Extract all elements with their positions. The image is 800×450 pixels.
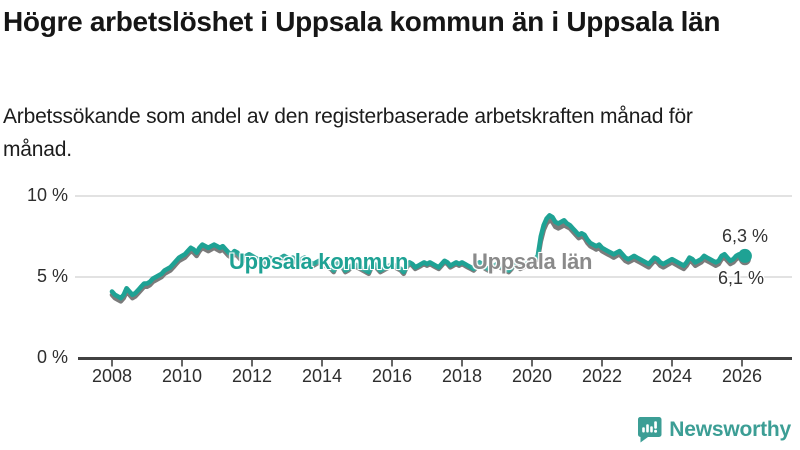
series-line-kommun xyxy=(109,213,748,301)
chart-title: Högre arbetslöshet i Uppsala kommun än i… xyxy=(3,6,721,37)
series-label-uppsala-kommun: Uppsala kommun xyxy=(229,249,409,274)
newsworthy-logo: Newsworthy xyxy=(637,416,791,443)
x-tick-label: 2024 xyxy=(651,366,693,386)
x-tick-label: 2010 xyxy=(161,366,203,386)
x-tick-label: 2020 xyxy=(511,366,553,386)
end-value-label-kommun: 6,3 % xyxy=(722,226,769,246)
end-value-label-lan: 6,1 % xyxy=(718,268,765,288)
x-tick-label: 2012 xyxy=(231,366,273,386)
series-end-dot xyxy=(737,248,752,263)
x-tick-label: 2014 xyxy=(301,366,343,386)
bar-chart-speech-bubble-icon xyxy=(638,417,662,443)
x-tick-label: 2026 xyxy=(721,366,763,386)
x-tick-label: 2016 xyxy=(371,366,413,386)
brand-name: Newsworthy xyxy=(669,417,791,441)
x-tick-label: 2008 xyxy=(91,366,133,386)
y-tick-label: 5 % xyxy=(36,266,68,286)
chart-subtitle: Arbetssökande som andel av den registerb… xyxy=(3,105,693,161)
x-tick-label: 2022 xyxy=(581,366,623,386)
y-tick-label: 10 % xyxy=(26,185,68,205)
y-tick-label: 0 % xyxy=(36,347,68,367)
x-tick-label: 2018 xyxy=(441,366,483,386)
series-label-uppsala-lan: Uppsala län xyxy=(472,249,593,274)
